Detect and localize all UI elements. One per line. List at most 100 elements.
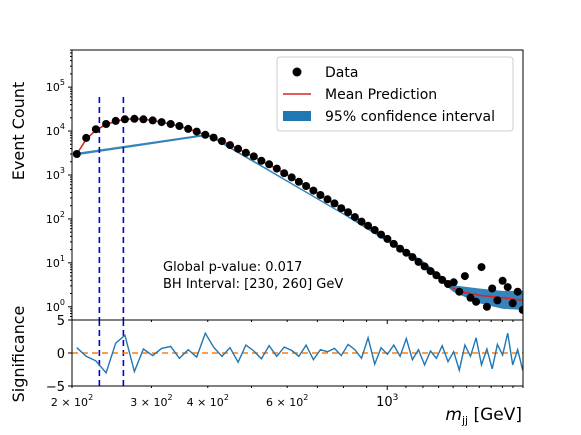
main-y-tick-label: 105 xyxy=(46,78,65,94)
x-axis-label-symbol: m xyxy=(445,405,462,425)
sig-x-tick-label-exp: 2 xyxy=(224,393,229,402)
main-y-tick-label-exp: 3 xyxy=(60,166,65,175)
x-axis-label: mjj [GeV] xyxy=(445,405,522,427)
main-y-tick-label: 101 xyxy=(46,254,65,270)
data-point xyxy=(460,272,469,281)
sig-y-axis-label: Significance xyxy=(9,306,28,403)
data-point xyxy=(518,305,523,314)
data-point xyxy=(234,144,243,153)
data-point xyxy=(257,156,266,165)
legend-label-band: 95% confidence interval xyxy=(325,109,495,125)
data-point xyxy=(508,299,517,308)
main-y-tick-label: 102 xyxy=(46,210,65,226)
data-point xyxy=(513,287,522,296)
data-point xyxy=(287,173,296,182)
legend-frame xyxy=(276,56,514,132)
data-point xyxy=(226,141,234,150)
sig-y-tick-label: 5 xyxy=(57,314,65,329)
confidence-band xyxy=(76,133,523,310)
legend-label-prediction: Mean Prediction xyxy=(325,87,437,103)
sig-x-tick-label-exp: 2 xyxy=(303,393,308,402)
data-point xyxy=(493,296,502,305)
data-point xyxy=(432,271,441,280)
data-point xyxy=(309,186,318,195)
data-point xyxy=(344,208,353,217)
data-point xyxy=(330,199,339,208)
sig-x-tick-label-mantissa: 4 × 10 xyxy=(187,396,224,409)
data-point xyxy=(192,127,201,136)
sig-line-group xyxy=(76,331,523,375)
sig-x-ticks: 2 × 102 3 × 102 4 × 102 6 × 102 103 xyxy=(51,386,524,410)
sig-y-ticks: 5 0 −5 xyxy=(46,314,72,395)
data-point xyxy=(498,276,507,285)
data-point xyxy=(102,120,111,128)
sig-x-tick-label-exp: 2 xyxy=(88,393,93,402)
data-point xyxy=(265,160,274,169)
data-point xyxy=(82,133,91,142)
legend-label-data: Data xyxy=(325,65,358,81)
main-y-tick-label: 104 xyxy=(46,122,65,138)
sig-x-tick-label-mantissa: 6 × 10 xyxy=(266,396,303,409)
data-point xyxy=(488,284,497,293)
sig-axes-frame xyxy=(71,319,524,387)
data-point xyxy=(175,122,184,130)
sig-x-tick-label-mantissa: 3 × 10 xyxy=(130,396,167,409)
data-point xyxy=(323,195,332,204)
bh-interval-lines xyxy=(98,97,125,320)
sig-x-tick-label-mantissa: 10 xyxy=(376,395,393,410)
data-point xyxy=(184,124,193,133)
data-point xyxy=(241,148,250,157)
prediction-line-group xyxy=(76,117,523,302)
data-point xyxy=(357,217,366,226)
data-point xyxy=(111,116,120,125)
confidence-band-area xyxy=(76,133,523,310)
main-y-tick-label-exp: 0 xyxy=(60,298,65,307)
data-points xyxy=(72,114,523,314)
data-point xyxy=(139,115,148,124)
x-axis-label-subscript: jj xyxy=(461,414,468,427)
data-point xyxy=(364,221,373,230)
main-y-axis-label: Event Count xyxy=(9,82,28,180)
sig-x-tick-label: 3 × 102 xyxy=(130,393,172,409)
main-x-ticks xyxy=(71,320,524,324)
x-axis-label-unit: [GeV] xyxy=(473,405,522,425)
data-point xyxy=(503,283,512,292)
main-y-tick-label: 100 xyxy=(46,298,65,314)
data-point xyxy=(130,114,139,123)
data-point xyxy=(72,150,81,158)
sig-x-tick-label-mantissa: 2 × 10 xyxy=(51,396,88,409)
annotation-pvalue: Global p-value: 0.017 xyxy=(163,260,302,275)
data-point xyxy=(383,234,392,243)
main-y-tick-label-base: 10 xyxy=(46,169,60,182)
data-point xyxy=(455,287,464,296)
data-point xyxy=(396,244,405,253)
legend-data-marker xyxy=(292,67,302,77)
data-point xyxy=(157,118,166,127)
legend: Data Mean Prediction 95% confidence inte… xyxy=(276,56,514,132)
data-point xyxy=(91,125,100,134)
main-y-tick-label-exp: 4 xyxy=(60,122,65,131)
sig-x-tick-label-exp: 2 xyxy=(167,393,172,402)
data-point xyxy=(272,164,281,173)
data-point xyxy=(426,267,435,276)
data-point xyxy=(209,133,218,142)
data-point xyxy=(337,204,346,213)
data-point xyxy=(201,130,210,139)
data-point xyxy=(302,182,311,190)
significance-line xyxy=(76,331,523,375)
data-point xyxy=(402,248,411,257)
main-y-tick-label-base: 10 xyxy=(46,301,60,314)
data-point xyxy=(350,213,359,222)
sig-y-tick-label: 0 xyxy=(57,347,65,362)
data-point xyxy=(166,120,175,128)
sig-y-tick-label: −5 xyxy=(46,380,65,395)
main-y-tick-label-exp: 1 xyxy=(60,254,65,263)
sig-x-tick-label: 6 × 102 xyxy=(266,393,308,409)
main-y-tick-label-exp: 5 xyxy=(60,78,65,87)
sig-x-tick-label-exp: 3 xyxy=(393,393,399,403)
main-y-tick-label-base: 10 xyxy=(46,125,60,138)
data-point xyxy=(414,257,423,266)
data-point xyxy=(377,230,386,239)
